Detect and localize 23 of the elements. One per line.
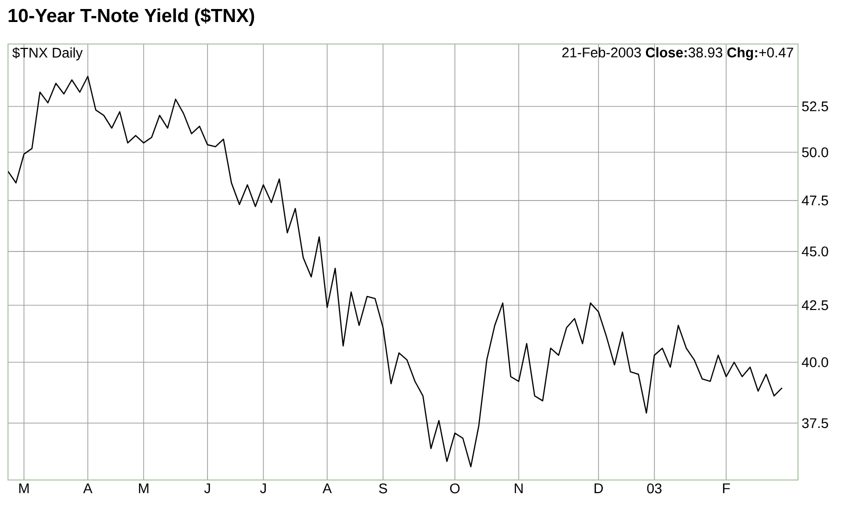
annotation: 21-Feb-2003 Close:38.93 Chg:+0.47 — [562, 47, 794, 60]
x-tick-label: A — [83, 483, 92, 494]
x-tick-label: N — [514, 483, 523, 494]
x-tick-label: F — [723, 483, 730, 494]
y-tick-label: 45.0 — [802, 246, 828, 256]
line-series — [8, 76, 783, 468]
y-tick-label: 40.0 — [802, 357, 828, 368]
x-tick-label: D — [594, 483, 603, 494]
y-tick-label: 37.5 — [802, 418, 828, 428]
x-tick-label: A — [322, 483, 332, 494]
x-tick-label: M — [19, 483, 29, 494]
x-tick-label: M — [138, 483, 148, 494]
y-tick-label: 47.5 — [802, 196, 828, 206]
x-tick-label: 03 — [647, 483, 662, 494]
y-tick-label: 50.0 — [802, 147, 828, 158]
annotation: $TNX Daily — [12, 47, 83, 60]
x-tick-label: O — [450, 483, 460, 494]
x-tick-label: J — [204, 483, 210, 494]
y-tick-label: 52.5 — [802, 101, 828, 112]
y-tick-label: 42.5 — [802, 300, 828, 310]
x-tick-label: S — [379, 483, 388, 494]
chart-title: 10-Year T-Note Yield ($TNX) — [8, 8, 254, 26]
x-tick-label: J — [260, 483, 266, 494]
